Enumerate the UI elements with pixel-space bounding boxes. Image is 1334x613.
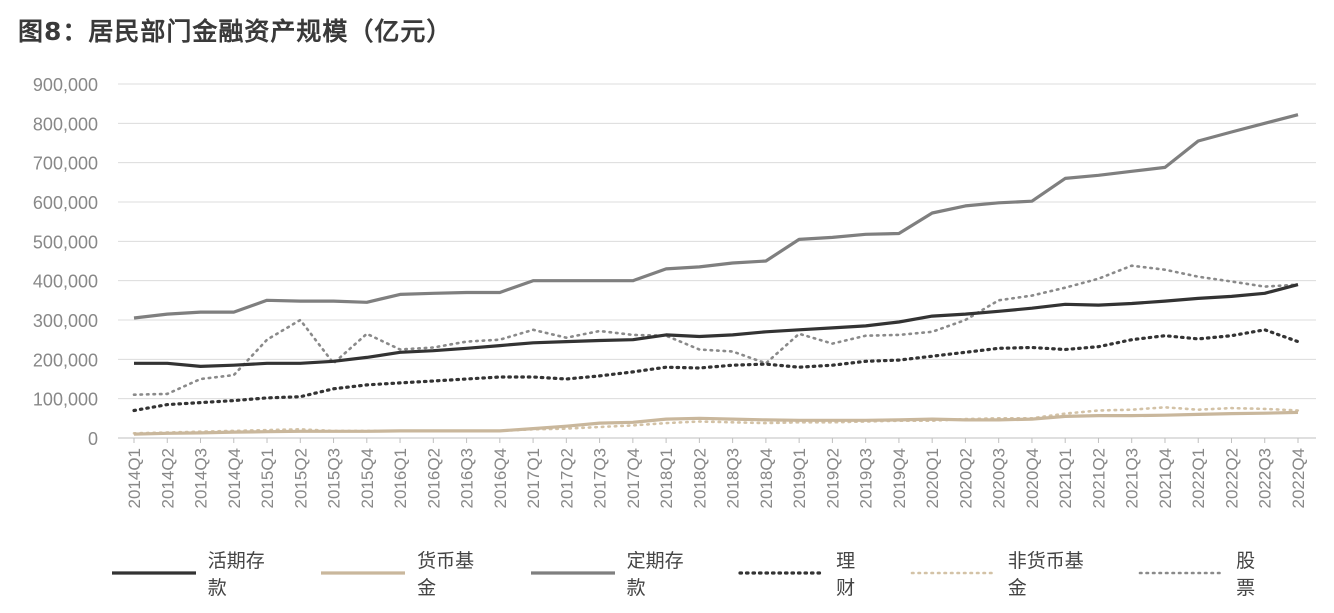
x-tick-label: 2015Q4 (358, 448, 377, 509)
legend: 活期存款 货币基金 定期存款 理财 非货币基金 股票 (110, 550, 1310, 599)
x-tick-label: 2019Q3 (857, 448, 876, 509)
y-tick-label: 400,000 (33, 272, 98, 292)
x-tick-label: 2018Q3 (724, 448, 743, 509)
x-tick-label: 2019Q4 (890, 448, 909, 509)
legend-label: 活期存款 (207, 550, 265, 599)
x-tick-label: 2016Q3 (458, 448, 477, 509)
y-tick-label: 600,000 (33, 193, 98, 213)
x-tick-label: 2022Q1 (1189, 448, 1208, 509)
y-tick-label: 0 (88, 429, 98, 449)
series-line-2 (133, 410, 1299, 436)
y-tick-label: 800,000 (33, 114, 98, 134)
legend-swatch (530, 571, 615, 575)
x-tick-label: 2021Q1 (1056, 448, 1075, 509)
y-tick-labels: 0 100,000 200,000 300,000 400,000 500,000 600,… (33, 75, 98, 449)
x-tick-label: 2020Q1 (923, 448, 942, 509)
legend-label: 非货币基金 (1007, 550, 1084, 599)
x-tick-label: 2017Q1 (524, 448, 543, 509)
x-tick-label: 2016Q1 (391, 448, 410, 509)
y-tick-label: 900,000 (33, 75, 98, 95)
legend-item: 非货币基金 (910, 546, 1102, 600)
x-tick-label: 2016Q2 (424, 448, 443, 509)
y-tick-label: 700,000 (33, 154, 98, 174)
x-tick-label: 2018Q1 (657, 448, 676, 509)
x-tick-label: 2019Q2 (823, 448, 842, 509)
legend-swatch (112, 571, 196, 575)
x-tick-label: 2015Q3 (325, 448, 344, 509)
x-tick-label: 2017Q4 (624, 448, 643, 509)
legend-swatch (738, 571, 827, 575)
y-tick-label: 200,000 (33, 350, 98, 370)
legend-item: 股票 (1138, 546, 1274, 600)
x-tick-label: 2017Q3 (591, 448, 610, 509)
legend-label: 货币基金 (417, 550, 475, 599)
x-tick-label: 2014Q3 (192, 448, 211, 509)
x-tick-label: 2021Q4 (1156, 448, 1175, 509)
y-tick-label: 300,000 (33, 311, 98, 331)
legend-item: 活期存款 (110, 546, 283, 600)
x-tick-label: 2022Q3 (1256, 448, 1275, 509)
legend-label: 定期存款 (626, 550, 684, 599)
x-tick-label: 2015Q1 (258, 448, 277, 509)
x-tick-labels: 2014Q1 2014Q2 2014Q3 2014Q4 2015Q1 2015Q2 2015… (125, 438, 1308, 509)
legend-item: 理财 (738, 546, 874, 600)
series-line-4 (132, 328, 1300, 413)
legend-item: 定期存款 (529, 546, 702, 600)
series-line-1 (134, 283, 1299, 368)
x-tick-label: 2019Q1 (790, 448, 809, 509)
x-tick-label: 2017Q2 (557, 448, 576, 509)
x-tick-label: 2022Q4 (1289, 448, 1308, 509)
legend-label: 理财 (836, 550, 856, 599)
x-tick-label: 2018Q4 (757, 448, 776, 509)
x-tick-label: 2022Q2 (1222, 448, 1241, 509)
legend-swatch (910, 571, 998, 575)
x-tick-label: 2020Q4 (1023, 448, 1042, 509)
legend-swatch (321, 571, 406, 575)
x-tick-label: 2020Q3 (990, 448, 1009, 509)
x-tick-label: 2016Q4 (491, 448, 510, 509)
x-tick-label: 2018Q2 (690, 448, 709, 509)
legend-swatch (1139, 571, 1226, 575)
series-line-3 (133, 113, 1299, 320)
x-tick-label: 2020Q2 (956, 448, 975, 509)
y-tick-label: 100,000 (33, 390, 98, 410)
series-line-6 (132, 264, 1300, 397)
series-lines (132, 113, 1300, 436)
chart-title: 图8：居民部门金融资产规模（亿元） (18, 17, 453, 46)
x-tick-label: 2014Q1 (125, 448, 144, 509)
x-tick-label: 2014Q2 (158, 448, 177, 509)
legend-label: 股票 (1236, 550, 1256, 599)
x-tick-label: 2015Q2 (291, 448, 310, 509)
x-tick-label: 2021Q3 (1123, 448, 1142, 509)
gridlines (118, 83, 1316, 400)
x-tick-label: 2014Q4 (225, 448, 244, 509)
y-tick-label: 500,000 (33, 232, 98, 252)
legend-item: 货币基金 (319, 546, 492, 600)
x-tick-label: 2021Q2 (1089, 448, 1108, 509)
